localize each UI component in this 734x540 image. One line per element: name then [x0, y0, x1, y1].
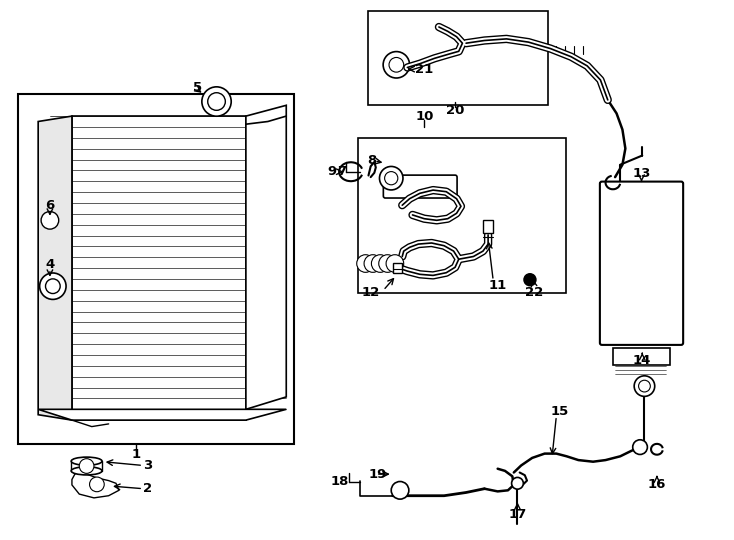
- Text: ✕: ✕: [46, 215, 54, 225]
- Bar: [368, 11, 548, 105]
- Bar: [613, 348, 670, 364]
- Text: 19: 19: [368, 468, 387, 481]
- Text: 1: 1: [131, 448, 140, 461]
- Circle shape: [634, 376, 655, 396]
- Circle shape: [357, 255, 374, 272]
- Text: 15: 15: [550, 405, 568, 418]
- Circle shape: [364, 255, 382, 272]
- Polygon shape: [38, 116, 72, 420]
- Text: 6: 6: [46, 199, 54, 212]
- Ellipse shape: [71, 457, 102, 465]
- Bar: [18, 94, 294, 444]
- Circle shape: [40, 273, 66, 299]
- Polygon shape: [72, 471, 119, 498]
- Circle shape: [639, 380, 650, 392]
- Circle shape: [512, 477, 523, 489]
- Text: 16: 16: [647, 478, 666, 491]
- Circle shape: [379, 255, 396, 272]
- Text: 7: 7: [338, 165, 346, 178]
- Text: 8: 8: [367, 154, 377, 167]
- Text: 10: 10: [415, 110, 434, 123]
- Text: 12: 12: [362, 286, 380, 299]
- Circle shape: [386, 255, 404, 272]
- Circle shape: [41, 212, 59, 229]
- Text: 2: 2: [143, 482, 152, 495]
- Text: 14: 14: [633, 354, 652, 367]
- Circle shape: [208, 93, 225, 110]
- Text: 20: 20: [446, 104, 465, 117]
- FancyBboxPatch shape: [383, 175, 457, 198]
- Text: 13: 13: [632, 167, 651, 180]
- Polygon shape: [246, 105, 286, 409]
- Circle shape: [633, 440, 647, 455]
- Text: 4: 4: [46, 258, 54, 271]
- Circle shape: [79, 458, 94, 474]
- Text: 3: 3: [143, 459, 153, 472]
- Bar: [358, 138, 566, 293]
- Polygon shape: [72, 116, 246, 420]
- FancyBboxPatch shape: [600, 181, 683, 345]
- Circle shape: [90, 477, 104, 492]
- Ellipse shape: [71, 467, 102, 475]
- Text: 17: 17: [509, 508, 526, 521]
- Circle shape: [202, 87, 231, 116]
- Bar: [393, 263, 402, 273]
- Text: 22: 22: [526, 286, 543, 299]
- Polygon shape: [38, 409, 286, 420]
- Circle shape: [391, 482, 409, 499]
- Bar: [483, 220, 493, 233]
- Circle shape: [383, 52, 410, 78]
- Text: 9: 9: [327, 165, 336, 178]
- Circle shape: [371, 255, 389, 272]
- Circle shape: [524, 274, 536, 286]
- Circle shape: [379, 166, 403, 190]
- Text: 21: 21: [415, 63, 433, 76]
- Text: 11: 11: [489, 279, 506, 292]
- Text: 18: 18: [330, 475, 349, 488]
- Circle shape: [46, 279, 60, 294]
- Circle shape: [389, 57, 404, 72]
- Text: 5: 5: [193, 81, 202, 94]
- Circle shape: [385, 172, 398, 185]
